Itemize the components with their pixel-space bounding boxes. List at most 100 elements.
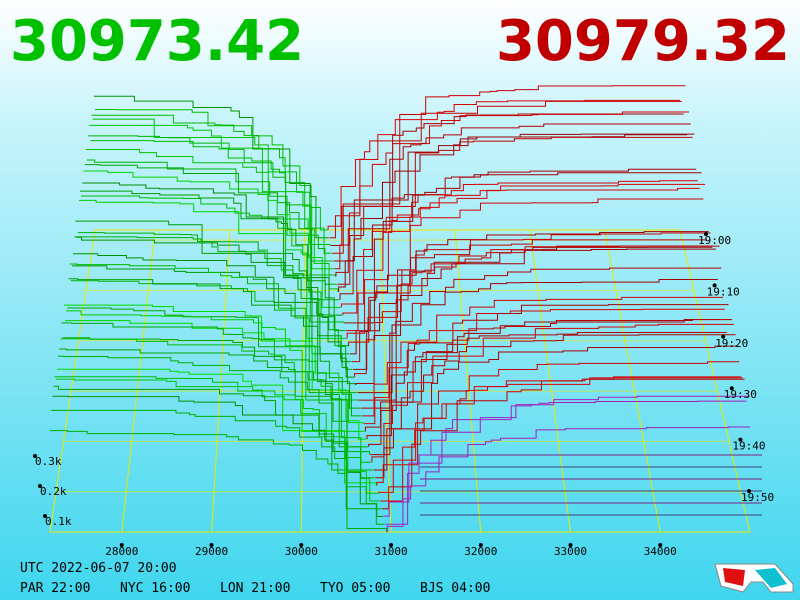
bid-depth-curve [76,236,350,355]
bid-depth-curve [50,430,388,532]
bid-depth-curve [82,182,343,316]
utc-clock: UTC 2022-06-07 20:00 [20,561,177,576]
ask-depth-curve [386,426,750,532]
price-tick [478,543,483,547]
bid-depth-curve [69,263,359,401]
price-grid-line [121,229,156,533]
bid-depth-curve [74,236,353,370]
price-tick [209,543,214,547]
time-label: 19:30 [724,388,757,401]
price-tick [568,543,573,547]
ask-depth-curve [366,304,729,440]
time-tick [747,489,751,493]
bid-depth-curve [86,159,337,285]
price-tick [299,543,304,547]
price-label: 32000 [464,545,497,558]
time-tick [704,232,708,236]
ask-depth-curve [363,308,725,425]
ask-depth-curve [370,319,733,456]
ask-depth-curve [362,296,724,417]
zone-clock: BJS 04:00 [420,581,490,596]
price-tick [389,543,394,547]
bid-depth-curve [95,109,328,231]
time-label: 19:20 [715,337,748,350]
depth-label: 0.3k [35,455,62,468]
ask-depth-curve [335,123,691,277]
ask-price: 30979.32 [496,9,790,74]
world-clocks: PAR 22:00 NYC 16:00 LON 21:00 TYO 05:00 BJS … [20,581,490,596]
ask-depth-curve [380,377,743,502]
price-grid-line [379,229,392,533]
price-label: 34000 [644,545,677,558]
ask-depth-curve [360,267,722,409]
ask-depth-curve [337,136,693,285]
depth-label: 0.1k [45,515,72,528]
ask-depth-curve [334,111,689,270]
bid-depth-curve [92,118,331,246]
bid-depth-curve [58,355,375,479]
bid-depth-curve [78,199,347,339]
depth-tick [38,484,42,488]
ask-depth-curve [385,395,749,525]
bid-depth-curve [53,385,382,510]
axis-labels: 28000 29000 30000 31000 32000 33000 34000 19:00… [33,232,774,558]
bid-depth-curve [80,190,346,332]
time-label: 19:10 [707,285,740,298]
bid-depth-curve [75,220,351,363]
3d-glasses-icon[interactable] [714,563,794,593]
bid-depth-curve [81,195,345,323]
zone-clock: NYC 16:00 [120,581,190,596]
bid-depth-curve [66,310,364,424]
bid-price: 30973.42 [10,9,304,74]
price-tick [119,543,124,547]
ask-depth-curve [371,323,734,463]
bid-depth-curve [65,320,365,432]
bid-depth-curve [89,124,334,270]
price-label: 30000 [285,545,318,558]
ask-depth-curve [373,334,736,471]
bid-depth-curve [88,135,336,277]
bid-depth-curve [73,253,354,378]
ask-depth-curve [340,180,698,308]
bid-depth-curve [93,95,329,239]
bid-depth-curve [61,322,371,455]
time-label: 19:40 [732,440,765,453]
time-label: 19:00 [698,234,731,247]
ask-depth-curve [375,345,738,479]
ask-depth-curve [378,376,742,494]
bid-depth-curve [84,164,340,301]
price-grid-line [604,229,661,533]
bid-depth-curve [59,348,373,471]
ask-depth-curve [355,248,716,385]
time-label: 19:50 [741,491,774,504]
ask-depth-curve [348,239,707,347]
price-label: 33000 [554,545,587,558]
ask-depth-curve [358,245,720,401]
ask-depth-curve [331,85,686,254]
time-tick [738,437,743,442]
depth-label: 0.2k [40,485,67,498]
price-label: 28000 [105,545,138,558]
bid-depth-curve [83,170,341,308]
bid-depth-curve [63,304,367,440]
bid-depth-curve [60,338,372,463]
ask-depth-curve [368,318,731,447]
bid-depth-curve [71,265,356,385]
bid-depth-curve [70,280,357,394]
ask-depth-curve [364,331,727,432]
price-label: 31000 [374,545,407,558]
price-tick [658,543,663,547]
ask-depth-curve [357,278,718,394]
floor-outline [49,229,751,533]
bid-depth-curve [91,114,332,254]
ask-depth-curve [383,400,747,517]
zone-clock: PAR 22:00 [20,581,90,596]
depth-tick [43,514,47,518]
price-grid-line [211,229,231,533]
depth-tick [33,454,37,458]
time-tick [712,283,717,288]
ask-depth-curve [338,133,695,292]
price-label: 29000 [195,545,228,558]
zone-clock: TYO 05:00 [320,581,390,596]
ask-depth-curve [329,100,682,239]
